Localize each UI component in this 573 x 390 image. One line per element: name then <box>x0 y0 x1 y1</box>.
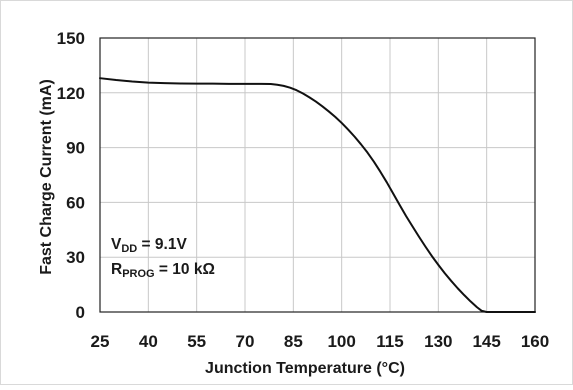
x-tick-label: 25 <box>91 332 110 351</box>
y-tick-label: 60 <box>66 193 85 212</box>
annotation-rprog-main: R <box>111 261 122 278</box>
annotation-vdd-main: V <box>111 236 122 253</box>
x-tick-labels: 25 40 55 70 85 100 115 130 145 160 <box>91 332 550 351</box>
annotation-vdd: VDD = 9.1V <box>111 236 187 255</box>
x-tick-label: 100 <box>327 332 355 351</box>
y-tick-label: 90 <box>66 139 85 158</box>
y-axis-label: Fast Charge Current (mA) <box>38 79 55 275</box>
series-line <box>99 77 536 313</box>
x-tick-label: 145 <box>472 332 500 351</box>
y-tick-label: 30 <box>66 248 85 267</box>
annotation-rprog-value: = 10 kΩ <box>155 261 215 278</box>
x-axis-label: Junction Temperature (°C) <box>205 360 405 377</box>
series-group <box>99 77 536 313</box>
x-tick-label: 55 <box>187 332 206 351</box>
plot-area-border <box>99 37 536 313</box>
annotation-vdd-subscript: DD <box>121 243 137 255</box>
x-tick-label: 85 <box>284 332 303 351</box>
x-tick-label: 70 <box>236 332 255 351</box>
y-tick-label: 150 <box>57 29 85 48</box>
annotation-rprog: RPROG = 10 kΩ <box>111 261 215 280</box>
x-tick-label: 115 <box>376 332 403 351</box>
y-tick-label: 120 <box>57 84 85 103</box>
y-tick-labels: 0 30 60 90 120 150 <box>57 29 85 322</box>
annotation-vdd-value: = 9.1V <box>137 236 187 253</box>
x-tick-label: 130 <box>424 332 452 351</box>
x-tick-label: 160 <box>521 332 549 351</box>
x-tick-label: 40 <box>139 332 158 351</box>
y-tick-label: 0 <box>76 303 85 322</box>
annotation-rprog-subscript: PROG <box>122 268 154 280</box>
